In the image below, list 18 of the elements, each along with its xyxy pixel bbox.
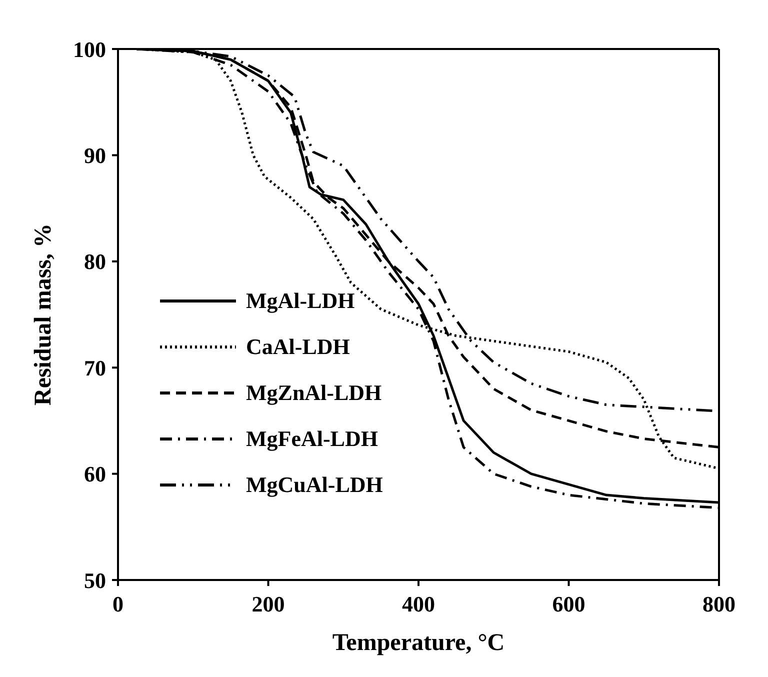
y-axis-title: Residual mass, % bbox=[30, 223, 57, 406]
y-tick-label: 60 bbox=[84, 462, 106, 487]
x-tick-label: 800 bbox=[702, 592, 736, 617]
y-tick-label: 70 bbox=[84, 355, 106, 380]
x-tick-label: 600 bbox=[552, 592, 586, 617]
legend-label: MgAl-LDH bbox=[246, 288, 355, 314]
legend-label: MgCuAl-LDH bbox=[246, 472, 383, 498]
x-tick-label: 0 bbox=[112, 592, 124, 617]
y-tick-label: 100 bbox=[73, 36, 106, 62]
y-tick-label: 80 bbox=[84, 249, 106, 274]
y-tick-label: 50 bbox=[84, 568, 106, 593]
x-tick-label: 400 bbox=[402, 592, 435, 617]
legend-label: CaAl-LDH bbox=[246, 334, 350, 360]
legend-label: MgFeAl-LDH bbox=[246, 426, 378, 452]
legend-label: MgZnAl-LDH bbox=[246, 380, 382, 406]
x-axis-title: Temperature, °C bbox=[332, 630, 505, 656]
x-tick-label: 200 bbox=[252, 592, 285, 617]
y-tick-label: 90 bbox=[84, 143, 106, 168]
